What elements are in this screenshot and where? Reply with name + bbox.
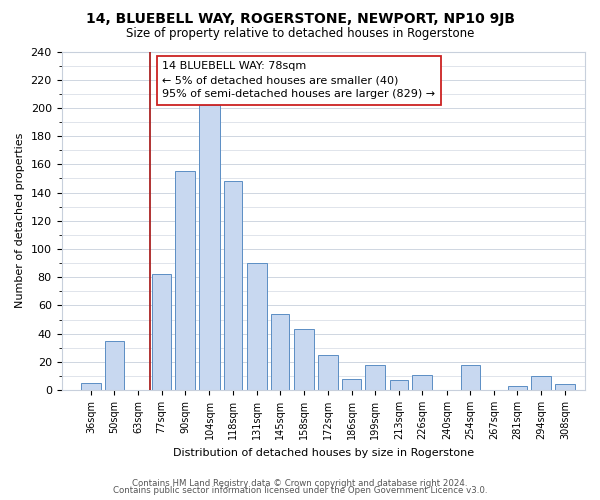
Bar xyxy=(105,340,124,390)
Bar xyxy=(412,374,433,390)
Bar xyxy=(271,314,289,390)
Bar xyxy=(152,274,171,390)
Text: Contains HM Land Registry data © Crown copyright and database right 2024.: Contains HM Land Registry data © Crown c… xyxy=(132,478,468,488)
Bar xyxy=(343,379,361,390)
Bar xyxy=(175,172,195,390)
Bar xyxy=(224,182,242,390)
Bar xyxy=(81,383,101,390)
Bar xyxy=(461,364,479,390)
Bar xyxy=(318,355,338,390)
Bar xyxy=(556,384,575,390)
Text: 14 BLUEBELL WAY: 78sqm
← 5% of detached houses are smaller (40)
95% of semi-deta: 14 BLUEBELL WAY: 78sqm ← 5% of detached … xyxy=(163,62,436,100)
Bar xyxy=(199,105,220,390)
Bar xyxy=(247,263,266,390)
Text: 14, BLUEBELL WAY, ROGERSTONE, NEWPORT, NP10 9JB: 14, BLUEBELL WAY, ROGERSTONE, NEWPORT, N… xyxy=(86,12,515,26)
Y-axis label: Number of detached properties: Number of detached properties xyxy=(15,133,25,308)
X-axis label: Distribution of detached houses by size in Rogerstone: Distribution of detached houses by size … xyxy=(173,448,474,458)
Text: Contains public sector information licensed under the Open Government Licence v3: Contains public sector information licen… xyxy=(113,486,487,495)
Text: Size of property relative to detached houses in Rogerstone: Size of property relative to detached ho… xyxy=(126,28,474,40)
Bar xyxy=(365,364,385,390)
Bar xyxy=(294,330,314,390)
Bar xyxy=(389,380,408,390)
Bar xyxy=(531,376,551,390)
Bar xyxy=(508,386,527,390)
